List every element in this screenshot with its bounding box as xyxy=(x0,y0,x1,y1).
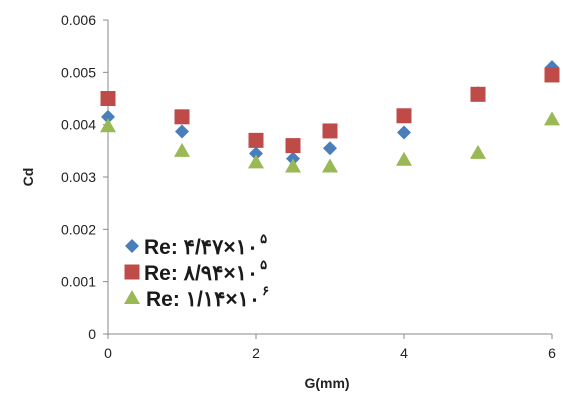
legend-label: Re: ۸/۹۴×۱۰ xyxy=(144,262,258,285)
data-point-diamond xyxy=(249,146,263,161)
data-point-diamond xyxy=(101,109,115,124)
y-tick-label: 0.006 xyxy=(61,12,96,28)
data-point-triangle xyxy=(396,151,412,166)
series-diamond xyxy=(101,60,559,166)
data-point-diamond xyxy=(323,141,337,156)
legend-label: Re: ۴/۴۷×۱۰ xyxy=(144,236,258,259)
legend-item: Re: ۱/۱۴×۱۰ ۶ xyxy=(124,283,269,311)
data-point-triangle xyxy=(544,111,560,126)
x-tick-label: 4 xyxy=(400,345,408,361)
data-point-square xyxy=(322,123,338,139)
data-point-diamond xyxy=(397,125,411,140)
y-tick-label: 0.003 xyxy=(61,169,96,185)
series-triangle xyxy=(100,111,560,173)
legend-item: Re: ۸/۹۴×۱۰ ۵ xyxy=(124,257,267,285)
data-point-triangle xyxy=(100,118,116,133)
data-points xyxy=(100,60,560,173)
x-axis-ticks: 0 2 4 6 xyxy=(104,334,556,361)
data-point-triangle xyxy=(470,144,486,159)
data-point-square xyxy=(100,91,116,106)
data-point-square xyxy=(470,86,486,102)
legend-item: Re: ۴/۴۷×۱۰ ۵ xyxy=(125,231,267,259)
data-point-square xyxy=(396,108,412,124)
data-point-square xyxy=(544,67,560,83)
legend: Re: ۴/۴۷×۱۰ ۵Re: ۸/۹۴×۱۰ ۵Re: ۱/۱۴×۱۰ ۶ xyxy=(124,231,269,311)
legend-marker-diamond xyxy=(125,239,139,253)
legend-marker-triangle xyxy=(124,290,140,304)
x-tick-label: 6 xyxy=(548,345,556,361)
data-point-square xyxy=(285,138,301,154)
data-point-triangle xyxy=(174,142,190,157)
x-tick-label: 0 xyxy=(104,345,112,361)
series-square xyxy=(100,67,560,154)
data-point-square xyxy=(174,109,190,125)
data-point-diamond xyxy=(175,124,189,139)
y-tick-label: 0.004 xyxy=(61,117,96,133)
legend-marker-square xyxy=(124,264,140,280)
y-tick-label: 0.005 xyxy=(61,64,96,80)
data-point-triangle xyxy=(248,154,264,169)
y-tick-label: 0.001 xyxy=(61,274,96,290)
legend-exponent: ۵ xyxy=(260,231,267,246)
data-point-triangle xyxy=(322,158,338,173)
x-axis-label: G(mm) xyxy=(304,375,349,391)
y-axis-ticks: 0 0.001 0.002 0.003 0.004 0.005 0.006 xyxy=(61,12,108,342)
y-axis-label: Cd xyxy=(20,168,36,187)
y-tick-label: 0.002 xyxy=(61,221,96,237)
data-point-square xyxy=(248,132,264,148)
legend-exponent: ۵ xyxy=(260,257,267,272)
y-tick-label: 0 xyxy=(88,326,96,342)
x-tick-label: 2 xyxy=(252,345,260,361)
legend-exponent: ۶ xyxy=(262,283,269,298)
legend-label: Re: ۱/۱۴×۱۰ xyxy=(146,288,260,311)
data-point-triangle xyxy=(285,158,301,173)
